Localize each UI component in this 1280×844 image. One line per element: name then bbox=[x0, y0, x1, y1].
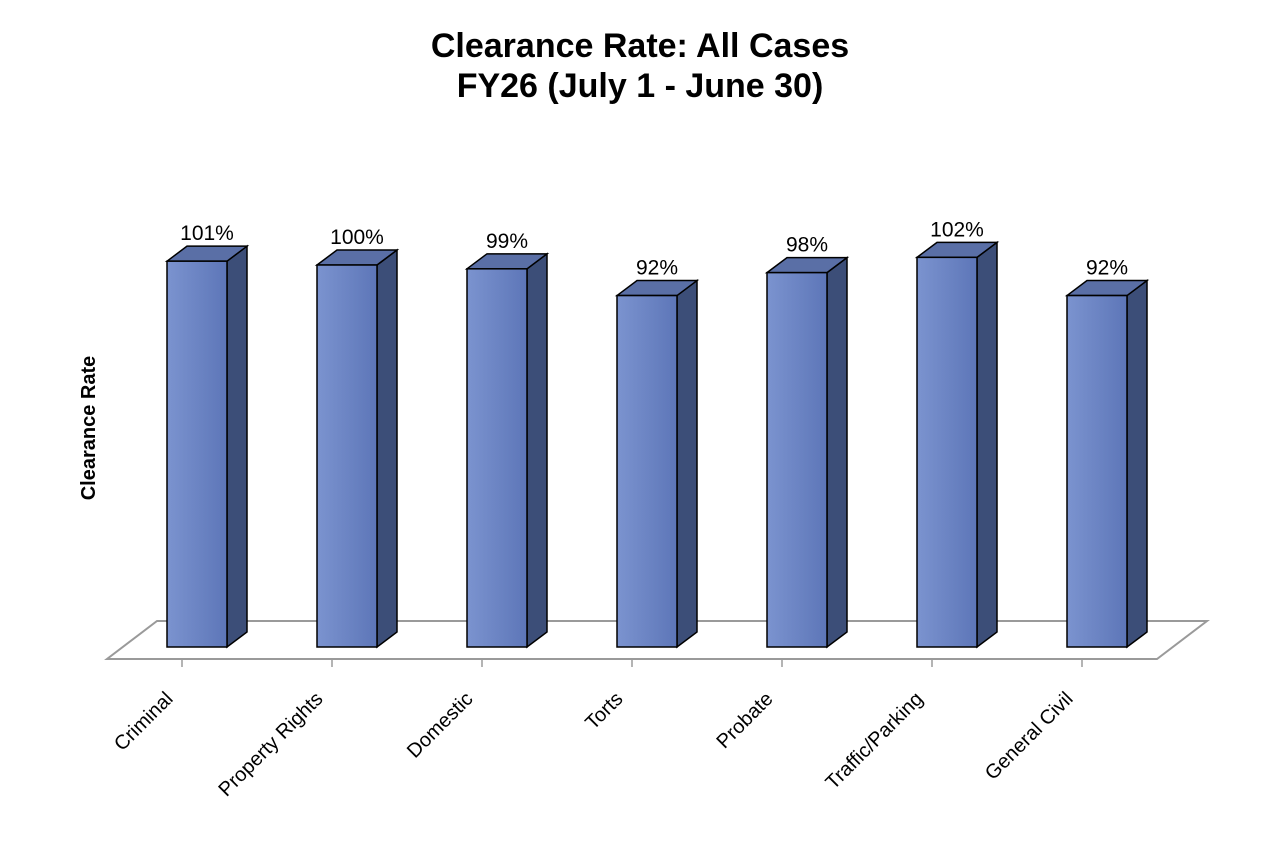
bar bbox=[464, 252, 550, 649]
bar-front bbox=[916, 256, 978, 648]
x-axis-label: Traffic/Parking bbox=[822, 688, 928, 794]
x-axis-label: Criminal bbox=[110, 688, 177, 755]
bar-side bbox=[826, 256, 848, 649]
bar-front bbox=[166, 260, 228, 648]
data-label: 102% bbox=[930, 218, 984, 241]
bar bbox=[614, 279, 700, 649]
bar bbox=[764, 256, 850, 649]
chart-title-line: Clearance Rate: All Cases bbox=[430, 27, 850, 65]
x-axis-ticks bbox=[181, 659, 1083, 667]
data-labels: 101% 100% 99% 92% 98% 102% 92% bbox=[180, 218, 1128, 279]
x-axis-label: General Civil bbox=[981, 688, 1078, 785]
bar bbox=[1064, 279, 1150, 649]
bar bbox=[164, 244, 250, 649]
chart-subtitle-line: FY26 (July 1 - June 30) bbox=[456, 67, 824, 105]
y-axis-label: Clearance Rate bbox=[78, 356, 100, 501]
data-label: 99% bbox=[486, 230, 528, 253]
x-axis-labels: Criminal Property Rights Domestic Torts Prob… bbox=[110, 688, 1077, 801]
chart-title: Clearance Rate: All Cases FY26 (July 1 -… bbox=[0, 26, 1280, 106]
data-label: 98% bbox=[786, 234, 828, 257]
data-label: 100% bbox=[330, 226, 384, 249]
bar-front bbox=[466, 268, 528, 648]
bar-side bbox=[676, 279, 698, 649]
bars bbox=[164, 240, 1150, 649]
data-label: 92% bbox=[636, 257, 678, 280]
bar-front bbox=[1066, 294, 1128, 648]
bar bbox=[914, 240, 1000, 649]
bar-front bbox=[766, 271, 828, 648]
x-axis-label: Domestic bbox=[403, 688, 478, 763]
bar-side bbox=[526, 252, 548, 649]
bar-side bbox=[226, 244, 248, 649]
bar-side bbox=[1126, 279, 1148, 649]
bar-front bbox=[316, 264, 378, 648]
x-axis-label: Probate bbox=[712, 688, 777, 753]
bar-front bbox=[616, 294, 678, 648]
data-label: 101% bbox=[180, 222, 234, 245]
x-axis-label: Property Rights bbox=[215, 688, 328, 801]
bar-side bbox=[976, 240, 998, 649]
data-label: 92% bbox=[1086, 257, 1128, 280]
x-axis-label: Torts bbox=[581, 688, 627, 734]
bar bbox=[314, 248, 400, 649]
chart-floor bbox=[104, 620, 1210, 660]
bar-side bbox=[376, 248, 398, 649]
